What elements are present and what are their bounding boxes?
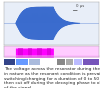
Bar bbox=[66, 59, 73, 65]
Bar bbox=[74, 59, 82, 65]
Text: The voltage across the resonator during the charging phase is oscillatory
in nat: The voltage across the resonator during … bbox=[4, 67, 100, 88]
Bar bbox=[4, 59, 15, 65]
Bar bbox=[57, 59, 65, 65]
Text: 0 μs: 0 μs bbox=[76, 4, 84, 8]
Bar bbox=[29, 59, 40, 65]
Bar bbox=[83, 59, 99, 65]
Bar bbox=[16, 59, 28, 65]
